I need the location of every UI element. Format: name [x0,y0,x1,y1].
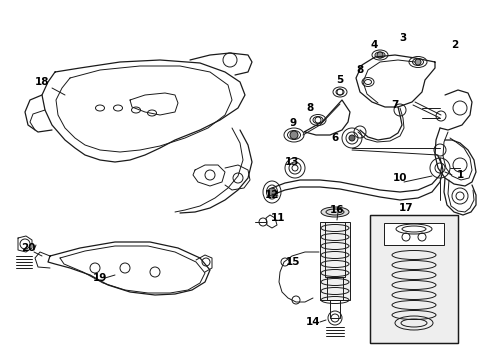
Text: 1: 1 [455,170,463,180]
Text: 3: 3 [399,33,406,43]
Bar [319,222,349,300]
Text: 5: 5 [336,75,343,85]
Text: 9: 9 [289,118,296,128]
Circle shape [376,52,382,58]
Text: 13: 13 [284,157,299,167]
Circle shape [289,131,297,139]
Text: 8: 8 [306,103,313,113]
Circle shape [414,59,420,65]
Text: 12: 12 [264,190,279,200]
Text: 7: 7 [390,100,398,110]
Text: 20: 20 [20,243,35,253]
Text: 2: 2 [450,40,458,50]
Circle shape [267,188,275,196]
Bar [325,222,345,277]
Text: 16: 16 [329,205,344,215]
Ellipse shape [320,207,348,217]
Text: 4: 4 [369,40,377,50]
Text: 15: 15 [285,257,300,267]
Bar [369,215,457,343]
Text: 14: 14 [305,317,320,327]
Text: 19: 19 [93,273,107,283]
Text: 8: 8 [356,65,363,75]
Text: 10: 10 [392,173,407,183]
Circle shape [348,135,354,141]
Bar [369,215,457,343]
Bar [329,300,339,318]
Text: 18: 18 [35,77,49,87]
Bar [326,277,342,300]
Text: 11: 11 [270,213,285,223]
Bar [383,223,443,245]
Text: 6: 6 [331,133,338,143]
Text: 17: 17 [398,203,412,213]
